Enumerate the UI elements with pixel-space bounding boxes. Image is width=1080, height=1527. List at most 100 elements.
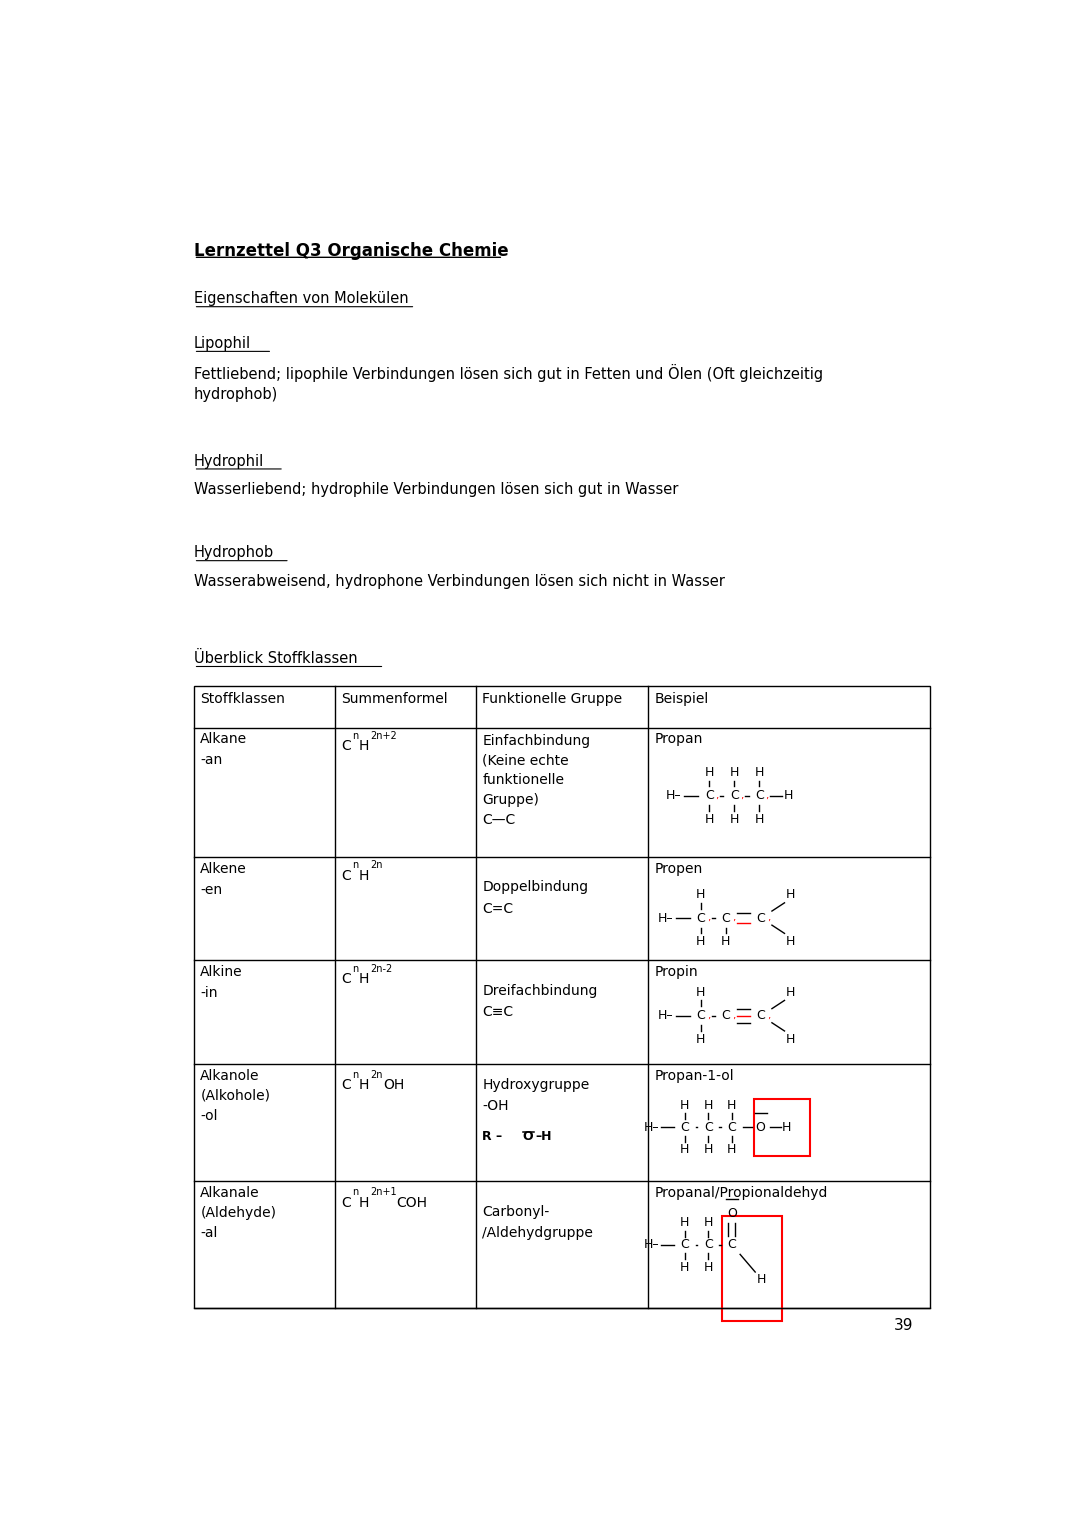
Text: H: H	[359, 869, 369, 883]
Text: 2n: 2n	[369, 1070, 382, 1080]
Text: H: H	[680, 1098, 689, 1112]
Text: H–: H–	[658, 912, 673, 925]
Text: Alkene: Alkene	[200, 861, 247, 875]
Text: C: C	[721, 912, 730, 925]
Text: H: H	[697, 889, 705, 901]
Text: H: H	[704, 812, 714, 826]
Text: H: H	[730, 767, 739, 779]
Text: -in: -in	[200, 986, 218, 1000]
Text: H: H	[755, 767, 764, 779]
Text: H: H	[786, 889, 796, 901]
Text: Überblick Stoffklassen: Überblick Stoffklassen	[193, 651, 357, 666]
Text: 2n-2: 2n-2	[369, 964, 392, 974]
Text: O: O	[727, 1206, 737, 1220]
Text: C: C	[697, 912, 705, 925]
Text: Wasserliebend; hydrophile Verbindungen lösen sich gut in Wasser: Wasserliebend; hydrophile Verbindungen l…	[193, 483, 678, 496]
Text: Carbonyl-: Carbonyl-	[483, 1205, 550, 1219]
Text: H: H	[782, 1121, 792, 1135]
Text: H: H	[359, 739, 369, 753]
Text: C: C	[341, 973, 351, 986]
Text: n: n	[352, 1070, 359, 1080]
Text: Hydrophil: Hydrophil	[193, 454, 264, 469]
Text: Propan: Propan	[654, 733, 703, 747]
Text: 2n: 2n	[369, 861, 382, 870]
Text: 39: 39	[894, 1318, 914, 1333]
Text: O: O	[523, 1130, 534, 1142]
Text: ’: ’	[732, 1017, 734, 1026]
Text: Alkanale: Alkanale	[200, 1186, 260, 1200]
Text: C: C	[341, 1078, 351, 1092]
Text: H: H	[704, 1098, 713, 1112]
Bar	[721, 1215, 782, 1321]
Text: ’: ’	[706, 919, 710, 928]
Text: C: C	[730, 789, 739, 802]
Text: C—C: C—C	[483, 814, 515, 828]
Text: Alkanole: Alkanole	[200, 1069, 260, 1083]
Text: –H: –H	[535, 1130, 552, 1142]
Text: n: n	[352, 964, 359, 974]
Text: H: H	[721, 935, 730, 948]
Text: Stoffklassen: Stoffklassen	[200, 692, 285, 707]
Text: Hydrophob: Hydrophob	[193, 545, 273, 560]
Text: Alkane: Alkane	[200, 733, 247, 747]
Text: C: C	[704, 1121, 713, 1135]
Text: H: H	[727, 1098, 737, 1112]
Text: H: H	[680, 1215, 689, 1229]
Text: Beispiel: Beispiel	[654, 692, 708, 707]
Text: C: C	[341, 869, 351, 883]
Text: H: H	[680, 1261, 689, 1274]
Text: Alkine: Alkine	[200, 965, 243, 979]
Text: H: H	[784, 789, 793, 802]
Text: C: C	[757, 912, 766, 925]
Text: C: C	[680, 1238, 689, 1252]
Text: ’: ’	[715, 797, 718, 806]
Text: COH: COH	[396, 1196, 428, 1209]
Text: C: C	[757, 1009, 766, 1022]
Text: Eigenschaften von Molekülen: Eigenschaften von Molekülen	[193, 292, 408, 307]
Text: Lernzettel Q3 Organische Chemie: Lernzettel Q3 Organische Chemie	[193, 243, 509, 260]
Text: R –: R –	[483, 1130, 502, 1142]
Text: Fettliebend; lipophile Verbindungen lösen sich gut in Fetten und Ölen (Oft gleic: Fettliebend; lipophile Verbindungen löse…	[193, 365, 823, 402]
Text: Doppelbindung: Doppelbindung	[483, 881, 589, 895]
Text: H–: H–	[666, 789, 681, 802]
Text: n: n	[352, 731, 359, 741]
Text: H: H	[697, 986, 705, 999]
Text: Funktionelle Gruppe: Funktionelle Gruppe	[483, 692, 622, 707]
Text: H–: H–	[658, 1009, 673, 1022]
Text: H: H	[704, 1215, 713, 1229]
Text: -an: -an	[200, 753, 222, 768]
Text: Summenformel: Summenformel	[341, 692, 448, 707]
Text: C: C	[728, 1238, 737, 1252]
Text: C≡C: C≡C	[483, 1005, 513, 1019]
Text: H: H	[786, 986, 796, 999]
Text: 2n+1: 2n+1	[369, 1188, 396, 1197]
Text: ’: ’	[706, 1017, 710, 1026]
Text: C: C	[721, 1009, 730, 1022]
Text: ’: ’	[766, 797, 768, 806]
Text: Dreifachbindung: Dreifachbindung	[483, 983, 597, 999]
Text: Propan-1-ol: Propan-1-ol	[654, 1069, 734, 1083]
Text: C: C	[697, 1009, 705, 1022]
Text: C: C	[680, 1121, 689, 1135]
Text: ’: ’	[740, 797, 743, 806]
Text: C: C	[341, 739, 351, 753]
Text: C: C	[704, 1238, 713, 1252]
Text: O: O	[755, 1121, 765, 1135]
Text: C: C	[728, 1121, 737, 1135]
Text: -en: -en	[200, 883, 222, 896]
Text: Propen: Propen	[654, 861, 703, 875]
Text: H: H	[727, 1144, 737, 1156]
Text: Hydroxygruppe: Hydroxygruppe	[483, 1078, 590, 1092]
Text: /Aldehydgruppe: /Aldehydgruppe	[483, 1226, 593, 1240]
Text: H: H	[697, 935, 705, 948]
Text: OH: OH	[383, 1078, 404, 1092]
Text: H: H	[697, 1032, 705, 1046]
Text: Wasserabweisend, hydrophone Verbindungen lösen sich nicht in Wasser: Wasserabweisend, hydrophone Verbindungen…	[193, 574, 725, 588]
Text: H: H	[680, 1144, 689, 1156]
Text: C=C: C=C	[483, 901, 513, 916]
Text: H: H	[786, 1032, 796, 1046]
Text: H: H	[786, 935, 796, 948]
Bar	[193, 687, 930, 1309]
Text: funktionelle: funktionelle	[483, 774, 565, 788]
Text: H: H	[704, 1261, 713, 1274]
